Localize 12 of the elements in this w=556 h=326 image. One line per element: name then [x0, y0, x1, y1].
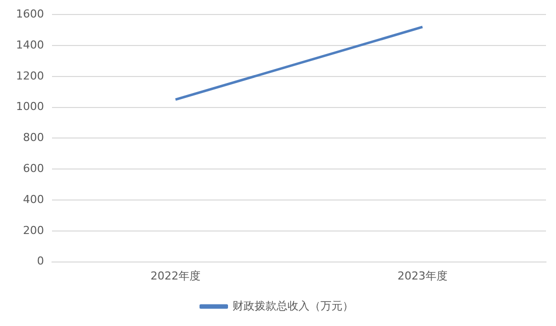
x-tick-label: 2023年度: [398, 269, 448, 282]
y-tick-label: 1400: [16, 38, 44, 52]
y-tick-label: 1200: [16, 69, 44, 82]
y-tick-label: 0: [36, 254, 44, 268]
x-tick-label: 2022年度: [150, 269, 200, 282]
y-tick-label: 600: [22, 162, 44, 175]
y-tick-label: 400: [22, 192, 44, 206]
y-tick-label: 1000: [16, 100, 44, 114]
legend-label: 财政拨款总收入（万元）: [232, 299, 354, 312]
y-tick-label: 800: [22, 131, 44, 144]
y-tick-label: 1600: [16, 7, 44, 20]
y-tick-label: 200: [22, 224, 44, 237]
